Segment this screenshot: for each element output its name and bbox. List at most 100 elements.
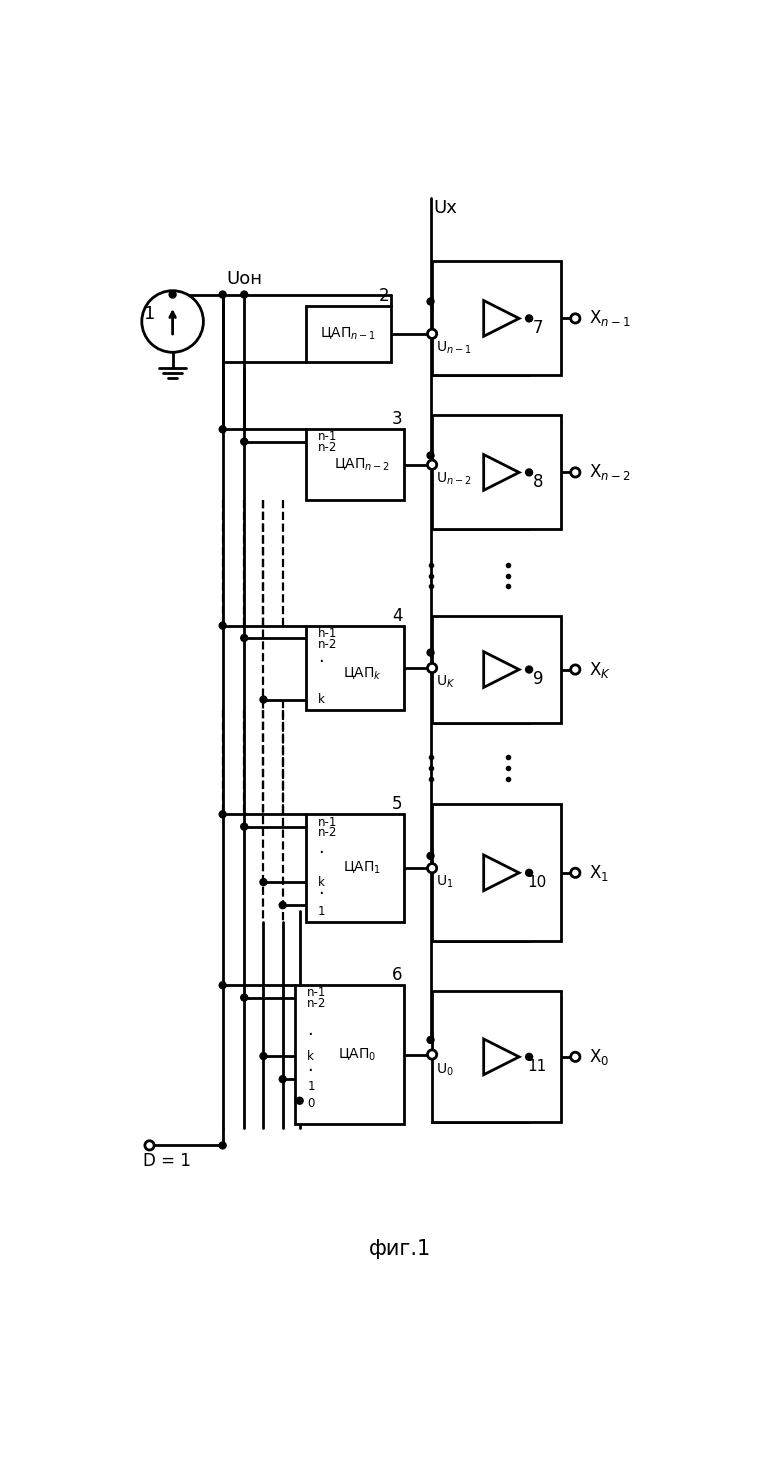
Text: 3: 3 — [392, 410, 402, 428]
Text: U$_{n-1}$: U$_{n-1}$ — [436, 340, 472, 356]
Text: k: k — [318, 876, 325, 889]
Circle shape — [427, 460, 437, 469]
Circle shape — [571, 664, 580, 675]
Circle shape — [241, 438, 248, 445]
Circle shape — [526, 666, 533, 673]
Bar — [295, 986, 403, 1124]
Circle shape — [260, 696, 267, 704]
Circle shape — [427, 1050, 437, 1058]
Text: Ux: Ux — [434, 199, 458, 216]
Text: ЦАП$_{n-1}$: ЦАП$_{n-1}$ — [320, 326, 376, 342]
Text: U$_{1}$: U$_{1}$ — [436, 875, 453, 891]
Circle shape — [241, 291, 248, 298]
Circle shape — [427, 1037, 434, 1044]
Circle shape — [219, 810, 226, 818]
Text: 11: 11 — [527, 1058, 547, 1073]
Bar — [306, 429, 403, 501]
Circle shape — [427, 663, 437, 673]
Text: 0: 0 — [307, 1098, 314, 1110]
Circle shape — [427, 853, 434, 860]
Bar — [306, 626, 403, 711]
Text: n-1: n-1 — [318, 816, 338, 828]
Circle shape — [219, 981, 226, 988]
Text: n-2: n-2 — [318, 638, 338, 651]
Text: X$_{n-1}$: X$_{n-1}$ — [589, 308, 631, 328]
Circle shape — [169, 291, 176, 298]
Text: 2: 2 — [379, 288, 390, 305]
Circle shape — [241, 635, 248, 641]
Circle shape — [427, 298, 434, 305]
Text: U$_{K}$: U$_{K}$ — [436, 673, 456, 691]
Circle shape — [526, 315, 533, 321]
Text: 5: 5 — [392, 796, 402, 813]
Circle shape — [526, 1053, 533, 1060]
Circle shape — [219, 1142, 226, 1149]
Bar — [306, 307, 391, 362]
Circle shape — [427, 453, 434, 458]
Text: 10: 10 — [527, 875, 547, 889]
Circle shape — [526, 469, 533, 476]
Text: U$_{0}$: U$_{0}$ — [436, 1061, 454, 1077]
Circle shape — [260, 1053, 267, 1060]
Text: ·: · — [307, 1063, 313, 1080]
Text: X$_{K}$: X$_{K}$ — [589, 660, 611, 679]
Text: X$_{0}$: X$_{0}$ — [589, 1047, 609, 1067]
Text: n-2: n-2 — [318, 441, 338, 454]
Text: Uон: Uон — [226, 270, 263, 288]
Circle shape — [296, 1098, 303, 1104]
Text: 1: 1 — [318, 905, 325, 918]
Text: ЦАП$_{n-2}$: ЦАП$_{n-2}$ — [335, 457, 391, 473]
Circle shape — [145, 1140, 154, 1150]
Text: 9: 9 — [533, 670, 544, 688]
Text: n-1: n-1 — [318, 431, 338, 444]
Circle shape — [571, 1053, 580, 1061]
Circle shape — [241, 994, 248, 1002]
Circle shape — [279, 1076, 286, 1083]
Polygon shape — [484, 856, 519, 891]
Text: ·: · — [318, 653, 324, 670]
Bar — [306, 815, 403, 923]
Bar — [432, 416, 562, 530]
Text: 1: 1 — [144, 305, 155, 323]
Circle shape — [571, 467, 580, 477]
Bar — [432, 804, 562, 942]
Circle shape — [427, 863, 437, 873]
Text: ЦАП$_{1}$: ЦАП$_{1}$ — [343, 860, 381, 876]
Text: n-2: n-2 — [318, 826, 338, 839]
Text: D = 1: D = 1 — [144, 1152, 191, 1169]
Text: 8: 8 — [533, 473, 544, 491]
Text: X$_{n-2}$: X$_{n-2}$ — [589, 463, 631, 482]
Text: n-1: n-1 — [307, 987, 327, 1000]
Text: ·: · — [318, 885, 324, 904]
Text: ·: · — [307, 1026, 313, 1044]
Text: фиг.1: фиг.1 — [369, 1240, 431, 1260]
Circle shape — [571, 869, 580, 877]
Circle shape — [571, 314, 580, 323]
Text: 4: 4 — [392, 607, 402, 625]
Polygon shape — [484, 1040, 519, 1075]
Polygon shape — [484, 454, 519, 491]
Text: 7: 7 — [533, 318, 544, 337]
Text: ·: · — [318, 844, 324, 861]
Text: 1: 1 — [307, 1080, 315, 1094]
Circle shape — [142, 291, 204, 352]
Circle shape — [526, 869, 533, 876]
Text: ЦАП$_{k}$: ЦАП$_{k}$ — [343, 666, 381, 682]
Text: k: k — [318, 694, 325, 707]
Bar — [432, 261, 562, 375]
Text: ЦАП$_{0}$: ЦАП$_{0}$ — [338, 1047, 376, 1063]
Bar — [432, 991, 562, 1123]
Polygon shape — [484, 651, 519, 688]
Circle shape — [219, 622, 226, 629]
Circle shape — [241, 823, 248, 831]
Circle shape — [219, 291, 226, 298]
Text: 6: 6 — [392, 967, 402, 984]
Text: h-1: h-1 — [318, 626, 338, 639]
Circle shape — [427, 650, 434, 656]
Polygon shape — [484, 301, 519, 336]
Text: n-2: n-2 — [307, 997, 327, 1010]
Circle shape — [260, 879, 267, 886]
Text: k: k — [307, 1050, 314, 1063]
Text: U$_{n-2}$: U$_{n-2}$ — [436, 470, 472, 486]
Circle shape — [427, 328, 437, 339]
